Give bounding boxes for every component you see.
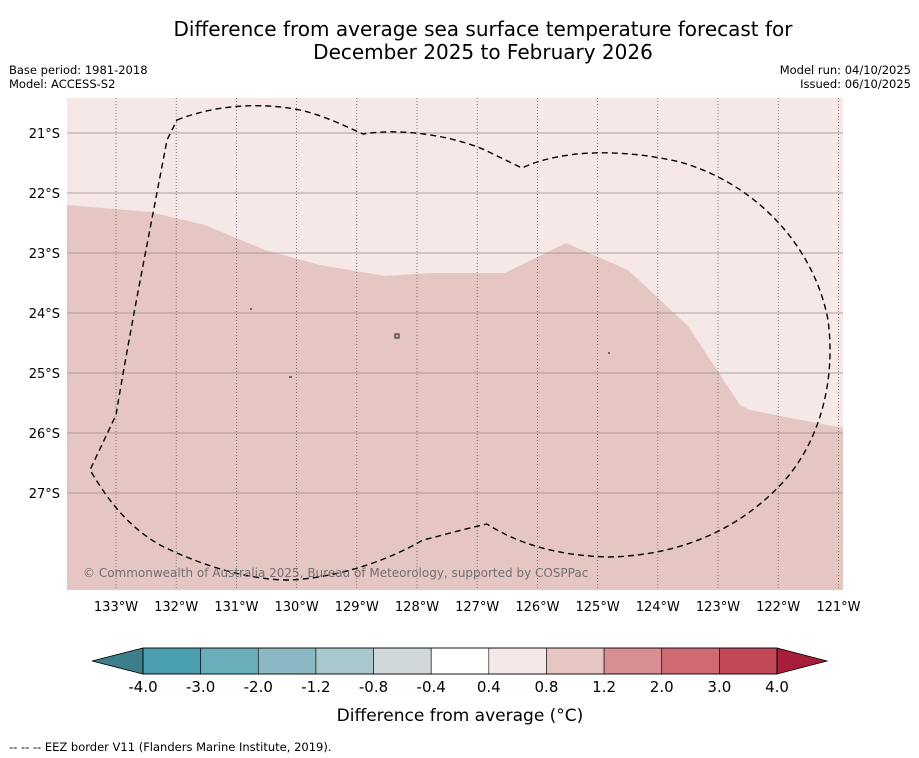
title-line-1: Difference from average sea surface temp… [173,17,793,41]
lon-label: 128°W [395,600,439,615]
longitude-axis: 133°W 132°W 131°W 130°W 129°W 128°W 127°W 126°W… [94,600,861,615]
lat-label: 21°S [29,127,60,142]
lat-label: 25°S [29,367,60,382]
lon-label: 129°W [335,600,379,615]
lat-label: 22°S [29,187,60,202]
lon-label: 126°W [515,600,559,615]
model-run-text: Model run: 04/10/2025 [779,63,911,77]
colorbar-segment [257,647,317,675]
meta-right: Model run: 04/10/2025 Issued: 06/10/2025 [780,63,911,91]
anomaly-region-0.8-1.2 [67,205,843,590]
colorbar-tick-label: -0.8 [359,678,388,696]
island [394,333,400,339]
lon-label: 130°W [275,600,319,615]
colorbar: -4.0 -3.0 -2.0 -1.2 -0.8 -0.4 0.4 0.8 1.2 2.0 3.0 4… [91,647,829,696]
chart-title: Difference from average sea surface temp… [0,18,919,64]
lon-label: 123°W [696,600,740,615]
lon-label: 124°W [636,600,680,615]
eez-border [89,105,831,581]
colorbar-segment [200,647,259,675]
lat-label: 26°S [29,427,60,442]
meta-left: Base period: 1981-2018 Model: ACCESS-S2 [9,63,148,91]
colorbar-tick-label: -3.0 [186,678,215,696]
colorbar-tick-label: 2.0 [650,678,674,696]
lon-label: 133°W [94,600,138,615]
colorbar-segment [661,647,720,675]
colorbar-segment [430,647,490,675]
colorbar-outline [142,647,778,675]
colorbar-segment [142,647,201,675]
lon-label: 122°W [756,600,800,615]
colorbar-segment [719,647,778,675]
colorbar-segment [315,647,374,675]
colorbar-tick-label: -0.4 [417,678,446,696]
lon-label: 132°W [154,600,198,615]
lon-label: 125°W [576,600,620,615]
latitude-axis: 21°S 22°S 23°S 24°S 25°S 26°S 27°S [29,127,60,502]
lat-label: 27°S [29,487,60,502]
lon-label: 121°W [816,600,860,615]
colorbar-tick-label: 0.4 [477,678,501,696]
colorbar-tick-label: -1.2 [301,678,330,696]
colorbar-tick-label: 0.8 [535,678,559,696]
colorbar-segment [603,647,663,675]
colorbar-segment [373,647,432,675]
map-panel: © Commonwealth of Australia 2025, Bureau… [67,98,843,590]
colorbar-tick-label: 4.0 [765,678,789,696]
title-line-2: December 2025 to February 2026 [313,40,653,64]
graticule [67,98,843,590]
model-text: Model: ACCESS-S2 [9,77,116,91]
colorbar-extend-low [91,647,144,675]
lon-label: 131°W [214,600,258,615]
lon-label: 127°W [455,600,499,615]
colorbar-tick-label: -4.0 [128,678,157,696]
copyright-text: © Commonwealth of Australia 2025, Bureau… [83,566,588,580]
lat-label: 23°S [29,247,60,262]
colorbar-segment [488,647,547,675]
lat-label: 24°S [29,307,60,322]
base-period-text: Base period: 1981-2018 [9,63,148,77]
colorbar-tick-label: 3.0 [707,678,731,696]
footnote: -- -- -- EEZ border V11 (Flanders Marine… [9,740,332,754]
colorbar-label: Difference from average (°C) [337,706,584,726]
colorbar-tick-label: 1.2 [592,678,616,696]
colorbar-extend-high [776,647,829,675]
colorbar-tick-label: -2.0 [244,678,273,696]
issued-text: Issued: 06/10/2025 [800,77,911,91]
colorbar-segment [546,647,605,675]
